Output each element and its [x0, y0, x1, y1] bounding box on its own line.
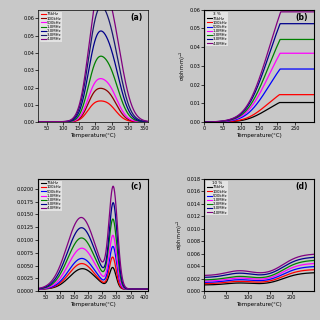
Legend: 75kHz, 100kHz, 500kHz, 1.0MHz, 2.0MHz, 3.0MHz, 4.0MHz: 75kHz, 100kHz, 500kHz, 1.0MHz, 2.0MHz, 3…: [40, 180, 62, 211]
Y-axis label: σ(ohm-m)$^{-1}$: σ(ohm-m)$^{-1}$: [178, 51, 188, 81]
X-axis label: Temperature(°C): Temperature(°C): [70, 302, 116, 307]
Text: (c): (c): [131, 182, 142, 191]
Legend: 75kHz, 100kHz, 500kHz, 1.0MHz, 2.0MHz, 3.0MHz, 4.0MHz: 75kHz, 100kHz, 500kHz, 1.0MHz, 2.0MHz, 3…: [40, 12, 62, 42]
X-axis label: Temperature(°C): Temperature(°C): [70, 133, 116, 138]
Text: (a): (a): [130, 13, 142, 22]
X-axis label: Temperature(°C): Temperature(°C): [236, 133, 282, 138]
Legend: 75kHz, 100kHz, 500kHz, 1.0MHz, 2.0MHz, 3.0MHz, 4.0MHz: 75kHz, 100kHz, 500kHz, 1.0MHz, 2.0MHz, 3…: [206, 12, 228, 46]
Legend: 75kHz, 100kHz, 500kHz, 1.0MHz, 2.0MHz, 3.0MHz, 4.0MHz: 75kHz, 100kHz, 500kHz, 1.0MHz, 2.0MHz, 3…: [206, 180, 228, 215]
Y-axis label: σ(ohm-m)$^{-1}$: σ(ohm-m)$^{-1}$: [174, 220, 185, 250]
Text: (b): (b): [296, 13, 308, 22]
Text: (d): (d): [296, 182, 308, 191]
X-axis label: Temperature(°C): Temperature(°C): [236, 302, 282, 307]
